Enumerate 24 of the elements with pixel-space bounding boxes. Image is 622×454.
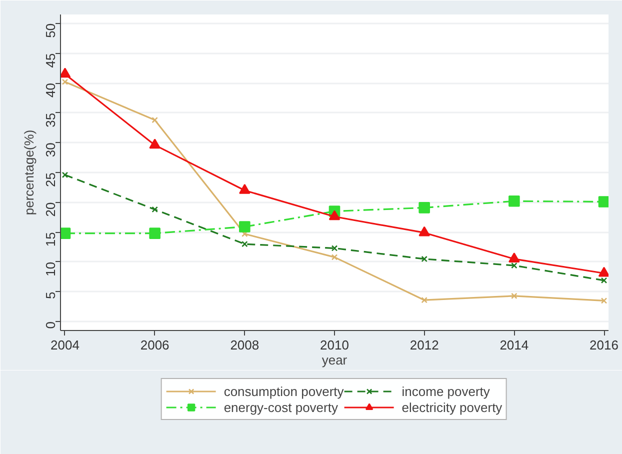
x-tick-label: 2008 [230, 338, 260, 352]
legend-label: energy-cost poverty [224, 399, 338, 415]
y-tick-label: 20 [43, 202, 58, 217]
y-tick-label: 50 [43, 23, 58, 38]
y-axis-title: percentage(%) [22, 130, 36, 216]
legend-label: consumption poverty [224, 383, 344, 399]
y-tick-label: 15 [43, 232, 58, 247]
x-tick-label: 2016 [590, 338, 618, 352]
y-tick-label: 45 [43, 53, 58, 68]
y-tick-label: 10 [43, 262, 58, 276]
y-tick-label: 35 [43, 112, 58, 128]
legend-label: income poverty [402, 383, 490, 399]
x-tick-label: 2012 [410, 338, 439, 352]
x-tick-label: 2004 [50, 338, 80, 352]
y-tick-label: 25 [43, 172, 58, 187]
y-tick-label: 30 [43, 142, 58, 158]
x-tick-label: 2010 [320, 338, 349, 352]
y-tick-label: 0 [43, 322, 58, 329]
x-tick-label: 2006 [140, 338, 170, 352]
x-tick-label: 2014 [500, 338, 529, 352]
legend-label: electricity poverty [402, 399, 502, 415]
x-axis-title: year [322, 352, 348, 368]
y-tick-label: 5 [43, 292, 58, 299]
y-tick-label: 40 [43, 83, 58, 98]
